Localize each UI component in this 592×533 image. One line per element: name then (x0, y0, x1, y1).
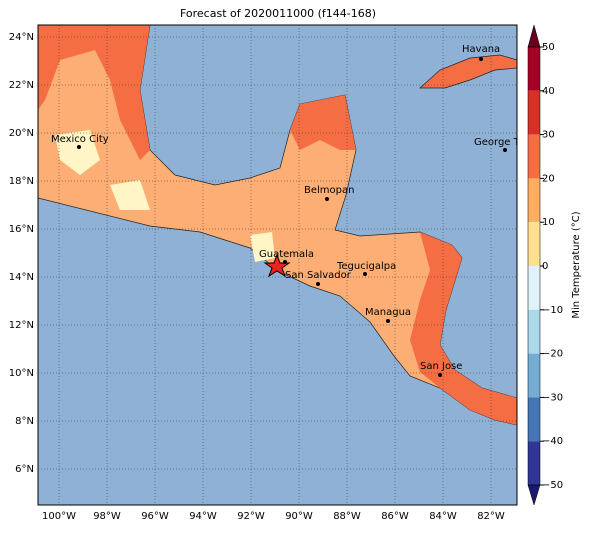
lat-label: 8°N (15, 416, 34, 427)
city-label: Tegucigalpa (336, 261, 396, 272)
lat-label: 10°N (9, 368, 34, 379)
lon-label: 98°W (93, 511, 121, 522)
city-label: Belmopan (304, 185, 354, 196)
lon-label: 84°W (429, 511, 457, 522)
lat-label: 14°N (9, 272, 34, 283)
city-label: George Town (474, 137, 539, 148)
colorbar-tick-label: 0 (542, 261, 548, 272)
colorbar-tick-label: 20 (542, 173, 555, 184)
colorbar: 50 40 30 20 10 0 −10 −20 −30 −40 −50 (527, 24, 563, 506)
land-warm (410, 232, 517, 425)
lat-label: 18°N (9, 176, 34, 187)
lon-label: 100°W (42, 511, 76, 522)
lon-label: 82°W (477, 511, 505, 522)
colorbar-band (528, 90, 540, 135)
lon-label: 90°W (285, 511, 313, 522)
city-label: San Salvador (285, 270, 352, 281)
lat-label: 24°N (9, 32, 34, 43)
land-cool (250, 232, 275, 262)
city-label: Managua (365, 307, 411, 318)
lat-label: 22°N (9, 80, 34, 91)
colorbar-extend (527, 24, 541, 48)
colorbar-tick-label: 30 (542, 130, 555, 141)
colorbar-tick-label: −40 (542, 436, 563, 447)
land-cool (55, 130, 100, 175)
lon-label: 94°W (189, 511, 217, 522)
lon-label: 96°W (141, 511, 169, 522)
island (419, 54, 517, 89)
graticule (38, 25, 517, 505)
land-warm (38, 25, 150, 160)
lat-label: 20°N (9, 128, 34, 139)
lon-label: 92°W (237, 511, 265, 522)
city-label: San Jose (420, 361, 462, 372)
colorbar-band (528, 309, 540, 354)
colorbar-band (528, 222, 540, 266)
colorbar-band (528, 441, 540, 485)
colorbar-tick-label: 50 (542, 42, 555, 53)
colorbar-tick-label: −30 (542, 392, 563, 403)
land-cool (110, 180, 150, 210)
land-warm (290, 95, 356, 150)
colorbar-band (528, 134, 540, 179)
colorbar-label: Min Temperature (°C) (571, 211, 582, 318)
lon-label: 88°W (333, 511, 361, 522)
colorbar-band (528, 266, 540, 310)
city-label: Mexico City (51, 134, 109, 145)
city-label: Havana (462, 44, 500, 55)
colorbar-tick-label: −20 (542, 349, 563, 360)
title: Forecast of 2020011000 (f144-168) (180, 7, 376, 20)
colorbar-tick-label: −10 (542, 305, 563, 316)
map-area: Havana Mexico City George Town Belmopan … (38, 25, 539, 505)
colorbar-band (528, 353, 540, 398)
city-dots (77, 57, 507, 377)
city-label: Guatemala (259, 249, 314, 260)
colorbar-extend (527, 484, 541, 506)
colorbar-band (528, 47, 540, 91)
lat-label: 6°N (15, 464, 34, 475)
colorbar-tick-label: 10 (542, 217, 555, 228)
colorbar-band (528, 178, 540, 223)
lat-label: 12°N (9, 320, 34, 331)
colorbar-tick-label: 40 (542, 86, 555, 97)
colorbar-band (528, 397, 540, 442)
colorbar-tick-label: −50 (542, 480, 563, 491)
map-frame (37, 24, 518, 506)
lat-label: 16°N (9, 224, 34, 235)
lon-label: 86°W (381, 511, 409, 522)
